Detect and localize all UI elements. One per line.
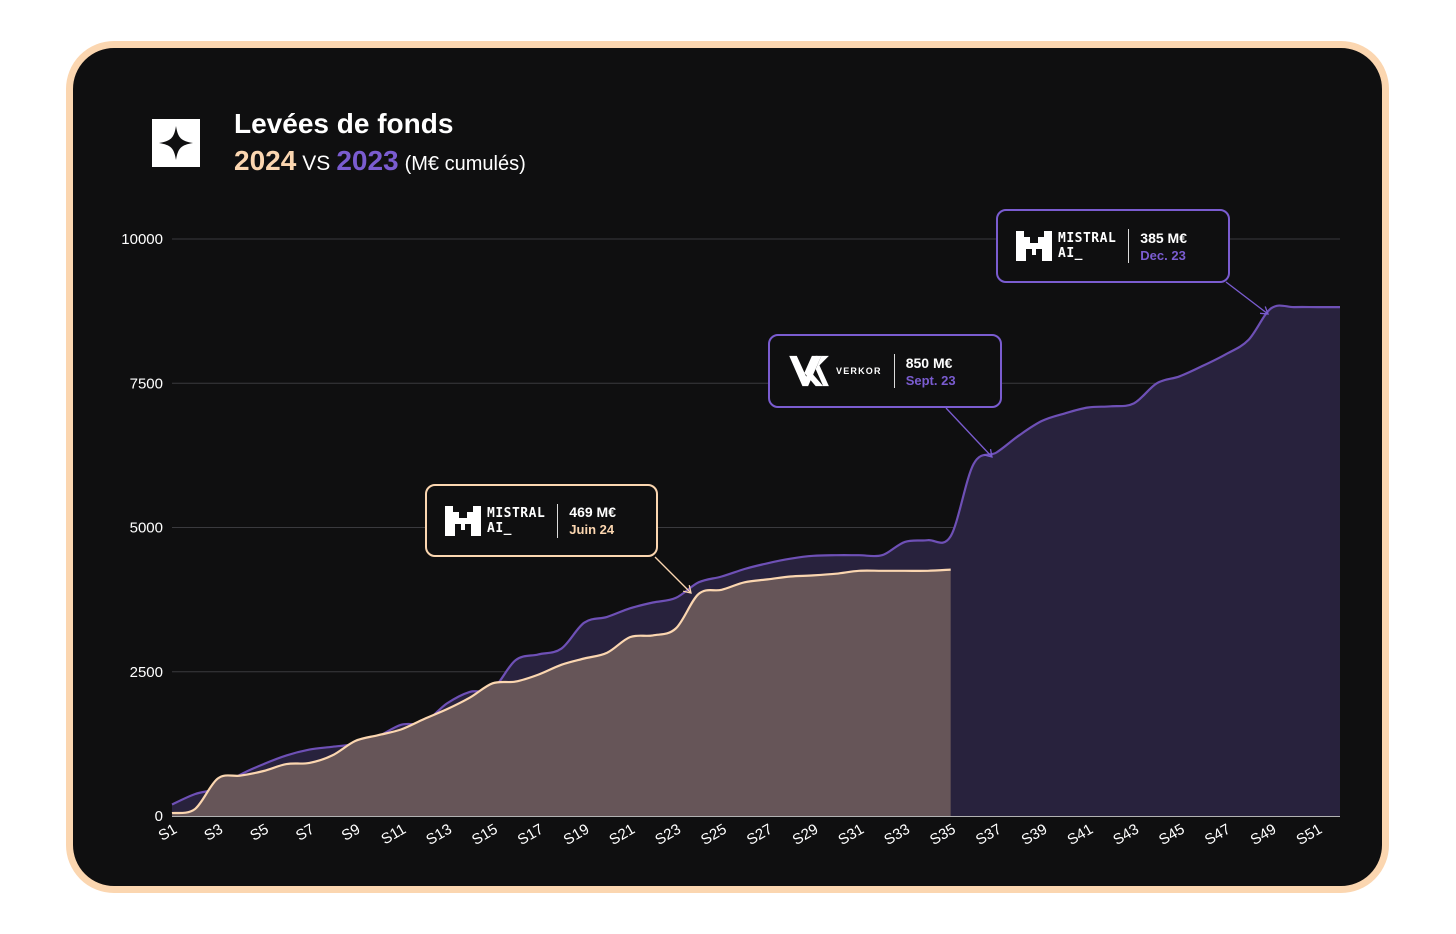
x-tick-label: S17 bbox=[515, 821, 547, 849]
callout-arrow-mistral-2024-head bbox=[683, 585, 692, 594]
x-tick-label: S3 bbox=[201, 821, 225, 845]
x-tick-label: S49 bbox=[1248, 821, 1280, 849]
callout-mistral-2024: MISTRAL AI_ 469 M€ Juin 24 bbox=[425, 484, 658, 557]
series-line-2024 bbox=[171, 568, 951, 815]
legend-2023: 2023 bbox=[336, 145, 399, 176]
x-tick-label: S31 bbox=[835, 821, 867, 849]
callout-arrow-verkor-2023-head bbox=[984, 449, 993, 458]
x-tick-label: S11 bbox=[378, 821, 409, 849]
mistral-logo-icon bbox=[1016, 231, 1052, 261]
x-tick-label: S7 bbox=[293, 821, 317, 845]
chart-subtitle: 2024 VS 2023 (M€ cumulés) bbox=[234, 145, 526, 177]
x-tick-label: S27 bbox=[744, 821, 776, 849]
callout-date: Juin 24 bbox=[569, 522, 615, 537]
callout-divider bbox=[893, 354, 895, 388]
x-tick-label: S47 bbox=[1202, 821, 1234, 849]
callout-verkor-2023: VERKOR 850 M€ Sept. 23 bbox=[768, 334, 1002, 408]
sparkle-logo-icon bbox=[152, 119, 200, 167]
unit-label: (M€ cumulés) bbox=[404, 153, 526, 175]
y-tick-label: 0 bbox=[155, 808, 163, 825]
x-tick-label: S39 bbox=[1019, 821, 1051, 849]
series-area-2024 bbox=[172, 569, 951, 816]
x-tick-label: S45 bbox=[1156, 821, 1188, 849]
x-tick-label: S25 bbox=[698, 821, 730, 849]
x-tick-label: S43 bbox=[1110, 821, 1142, 849]
legend-2024: 2024 bbox=[234, 145, 297, 176]
brand-wordmark: MISTRAL AI_ bbox=[487, 505, 546, 536]
callout-arrow-mistral-2023-head bbox=[1259, 306, 1269, 315]
callout-divider bbox=[557, 503, 559, 538]
callout-date: Sept. 23 bbox=[905, 372, 956, 388]
x-tick-label: S23 bbox=[652, 821, 684, 849]
x-tick-label: S33 bbox=[881, 821, 913, 849]
y-tick-label: 10000 bbox=[121, 231, 163, 248]
y-tick-label: 2500 bbox=[130, 664, 163, 681]
callout-date: Dec. 23 bbox=[1140, 247, 1186, 263]
callout-amount: 385 M€ bbox=[1140, 229, 1187, 246]
vs-label: VS bbox=[302, 152, 331, 175]
callout-arrow-mistral-2023 bbox=[1225, 281, 1269, 315]
x-tick-label: S41 bbox=[1064, 821, 1096, 849]
callout-arrow-verkor-2023 bbox=[945, 407, 993, 458]
x-tick-label: S21 bbox=[606, 821, 638, 849]
x-tick-label: S5 bbox=[247, 821, 271, 845]
x-tick-label: S29 bbox=[790, 821, 822, 849]
mistral-logo-icon bbox=[445, 505, 481, 536]
x-tick-label: S19 bbox=[561, 821, 593, 849]
x-tick-label: S1 bbox=[156, 821, 180, 845]
x-tick-label: S51 bbox=[1293, 821, 1325, 849]
brand-wordmark: VERKOR bbox=[836, 366, 882, 376]
callout-mistral-2023: MISTRAL AI_ 385 M€ Dec. 23 bbox=[996, 209, 1230, 283]
x-tick-label: S13 bbox=[423, 821, 455, 849]
x-tick-label: S35 bbox=[927, 821, 959, 849]
y-tick-label: 7500 bbox=[130, 375, 163, 392]
chart-title: Levées de fonds bbox=[234, 108, 454, 139]
callout-amount: 469 M€ bbox=[569, 504, 616, 520]
x-tick-label: S37 bbox=[973, 821, 1005, 849]
y-tick-label: 5000 bbox=[130, 520, 163, 537]
callout-arrow-mistral-2024 bbox=[654, 556, 692, 594]
series-area-2023 bbox=[172, 305, 1340, 816]
x-tick-label: S9 bbox=[339, 821, 363, 845]
x-tick-label: S15 bbox=[469, 821, 501, 849]
callout-divider bbox=[1128, 229, 1130, 263]
brand-wordmark: MISTRAL AI_ bbox=[1058, 231, 1117, 261]
verkor-logo-icon bbox=[789, 355, 829, 387]
callout-amount: 850 M€ bbox=[905, 354, 953, 371]
